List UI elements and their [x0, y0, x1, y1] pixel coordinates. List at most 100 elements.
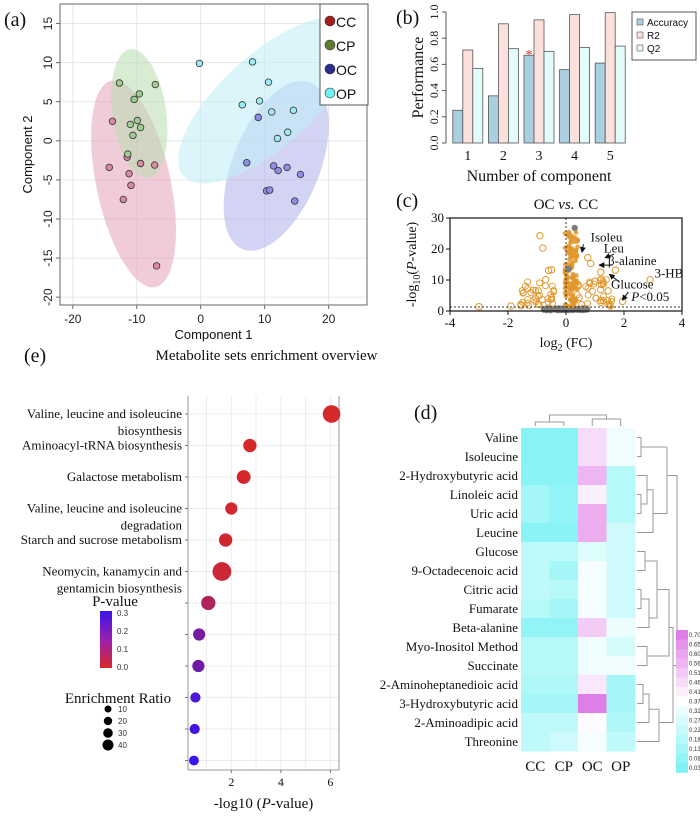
sig-point	[577, 300, 585, 308]
data-point-op	[195, 59, 204, 68]
sig-point-dense	[564, 279, 570, 285]
x-tick-label: -2	[503, 315, 514, 330]
color-key-swatch	[676, 696, 688, 707]
sig-point	[582, 283, 590, 291]
panel-label: (c)	[396, 190, 418, 212]
label-part: -value)	[271, 796, 313, 812]
row-label: Succinate	[467, 658, 518, 673]
heatmap-cell	[521, 466, 550, 486]
row-label: Threonine	[465, 734, 519, 749]
row-dendrogram	[637, 437, 642, 457]
row-label: 2-Aminoadipic acid	[414, 715, 518, 730]
row-label: 2-Hydroxybutyric acid	[399, 468, 518, 483]
panel-label: (e)	[24, 345, 46, 367]
data-point-cp	[133, 116, 142, 125]
column-dendrogram	[591, 418, 622, 426]
color-legend-tick: 0.3	[117, 609, 129, 618]
panel-a: -20 -10 0 10 20 15 10 5 0 -5 -10 -15 -20 Component 1 C…	[0, 0, 380, 345]
heatmap-cell	[578, 542, 607, 562]
heatmap-cell	[606, 485, 636, 505]
enrichment-point	[193, 628, 206, 641]
heatmap-cell	[521, 618, 550, 638]
row-label: Citric acid	[463, 582, 518, 597]
enrichment-point	[189, 723, 200, 735]
row-label: 9-Octadecenoic acid	[412, 563, 519, 578]
data-point-cc	[119, 195, 128, 204]
heatmap-cell	[521, 447, 550, 467]
heatmap-cell	[578, 599, 607, 619]
data-point-oc	[291, 197, 299, 205]
heatmap-cell	[549, 504, 579, 524]
bar-r2	[569, 14, 581, 144]
heatmap-cell	[578, 523, 607, 543]
heatmap-cell	[606, 694, 636, 714]
enrichment-point	[192, 659, 205, 673]
heatmap-cell	[521, 732, 550, 752]
sig-point	[597, 268, 605, 276]
chart-title: OC vs. CC	[534, 197, 599, 213]
row-dendrogram	[637, 684, 644, 704]
row-label: Myo-Inositol Method	[406, 639, 519, 654]
heatmap-cell	[521, 599, 550, 619]
y-axis-label: Performance	[410, 37, 427, 119]
pathway-label: Galactose metabolism	[67, 469, 182, 484]
row-dendrogram	[637, 475, 648, 505]
row-dendrogram	[653, 447, 668, 514]
heatmap-cell	[606, 713, 636, 733]
sig-point	[606, 301, 614, 309]
sig-point	[611, 266, 620, 274]
column-dendrogram	[534, 421, 565, 426]
bar-r2	[498, 23, 509, 144]
legend-label: Q2	[647, 44, 661, 55]
heatmap-cell	[521, 713, 550, 733]
row-dendrogram	[667, 475, 678, 666]
legend-label: CC	[336, 14, 356, 30]
x-axis-label: -log10 (P-value)	[214, 796, 314, 812]
data-point-oc	[274, 166, 282, 175]
sig-point	[524, 278, 532, 286]
y-axis-label: -log10(P-value)	[405, 221, 423, 307]
x-tick-label: 5	[607, 149, 614, 164]
bar-r2	[604, 12, 616, 144]
sig-point	[507, 302, 515, 310]
threshold-label: P<0.05	[630, 289, 669, 304]
pathway-label: biosynthesis	[118, 423, 182, 438]
plot-frame	[59, 3, 368, 306]
sig-point-dense	[565, 233, 571, 239]
row-label: Beta-alanine	[452, 620, 518, 635]
x-tick-label: 4	[679, 315, 686, 330]
heatmap-cell	[606, 732, 636, 752]
data-point-cp	[130, 95, 138, 104]
x-tick-label: 10	[258, 312, 272, 326]
data-point-cp	[129, 131, 137, 140]
color-key-tick: 0.51	[689, 671, 700, 677]
bar-accuracy	[594, 62, 606, 144]
column-label: CP	[555, 759, 573, 775]
sig-point	[589, 287, 596, 295]
label-subscript: 10	[412, 275, 423, 285]
heatmap-cell	[521, 542, 550, 562]
heatmap-cell	[549, 599, 579, 619]
heatmap-cell	[521, 504, 550, 524]
color-key-tick: 0.03	[689, 766, 700, 772]
sig-point	[549, 299, 557, 307]
sig-point	[530, 296, 538, 304]
color-key-tick: 0.08	[689, 757, 700, 763]
x-tick-label: -10	[128, 312, 146, 326]
heatmap-cell	[578, 580, 607, 600]
heatmap-cell	[549, 466, 579, 486]
color-key-swatch	[676, 763, 688, 773]
metabolite-annotation: Glucose	[611, 277, 654, 292]
data-point-cc	[150, 161, 159, 169]
sig-point-dense	[562, 302, 568, 308]
heatmap-cell	[606, 428, 636, 448]
panel-label: (d)	[414, 402, 437, 424]
legend-marker-op	[324, 87, 336, 99]
heatmap-cell	[578, 618, 607, 638]
enrichment-point	[322, 405, 341, 423]
heatmap-cell	[578, 694, 607, 714]
enrichment-point	[225, 502, 238, 515]
heatmap-cell	[549, 637, 579, 657]
sig-point	[536, 231, 544, 240]
data-point-op	[238, 101, 246, 109]
